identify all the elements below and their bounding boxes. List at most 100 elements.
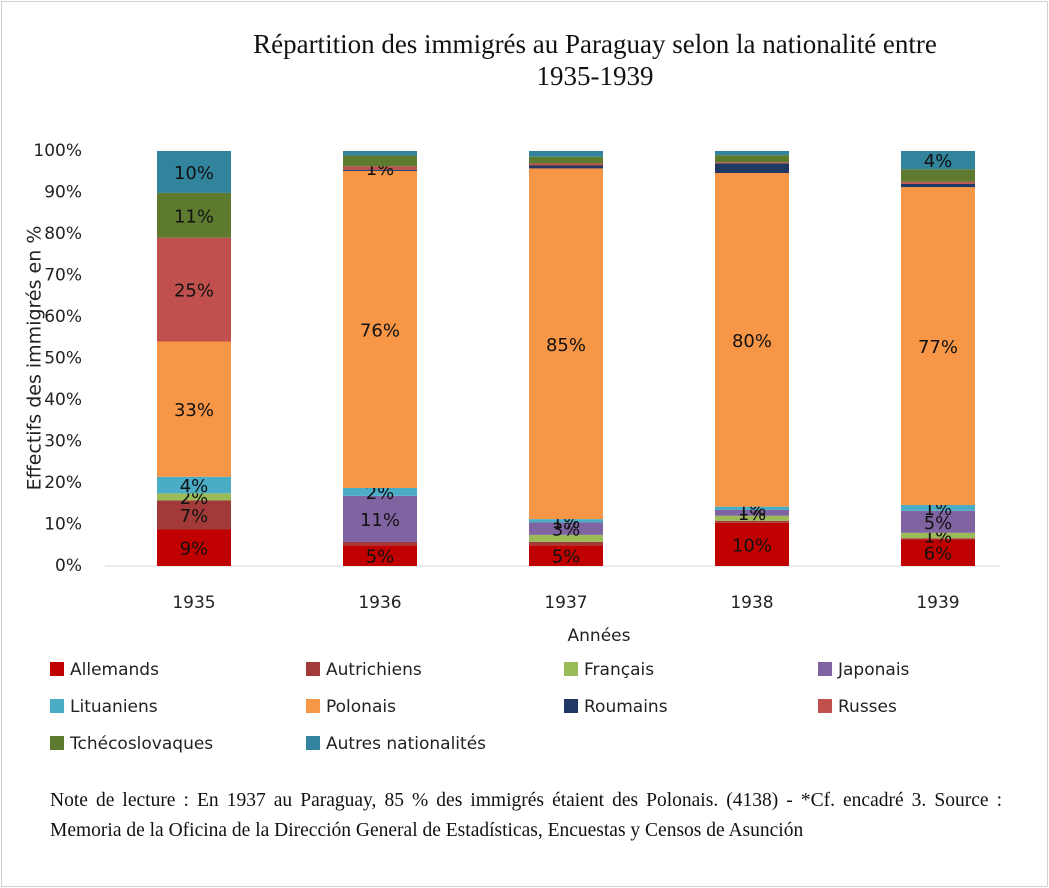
data-label: 11% [360, 510, 400, 531]
chart-title: Répartition des immigrés au Paraguay sel… [253, 29, 937, 91]
bar-segment [715, 163, 789, 173]
bar-segment [157, 529, 231, 566]
bar-segment [529, 163, 603, 166]
data-label: 2% [366, 483, 395, 504]
data-label: 7% [180, 506, 209, 527]
bar-segment [901, 510, 975, 533]
data-label: 3% [552, 520, 581, 541]
data-label: 77% [918, 337, 958, 358]
bar-segment [529, 151, 603, 157]
bar-segment [715, 522, 789, 566]
legend-label: Allemands [70, 660, 159, 680]
bar-segment [901, 504, 975, 511]
y-axis-label: Effectifs des immigrés en % [24, 226, 46, 491]
data-label: 76% [360, 320, 400, 341]
bar-segment [157, 237, 231, 342]
bar-segment [343, 545, 417, 566]
legend-label: Autrichiens [326, 660, 422, 680]
legend-label: Lituaniens [70, 697, 158, 717]
y-tick-label: 10% [44, 515, 82, 535]
legend-swatch [50, 699, 64, 713]
bar-segment [529, 156, 603, 164]
x-axis-label: Années [568, 626, 631, 646]
data-label: 4% [924, 151, 953, 172]
data-label: 5% [366, 547, 395, 568]
bar-segment [529, 168, 603, 520]
x-tick-label: 1938 [730, 593, 773, 613]
x-tick-label: 1937 [544, 593, 587, 613]
bar-segment [901, 181, 975, 184]
data-label: 85% [546, 335, 586, 356]
data-label: 5% [924, 513, 953, 534]
bar-segment [343, 170, 417, 488]
bar-segment [343, 169, 417, 171]
legend-swatch [50, 662, 64, 676]
bar-segment [715, 520, 789, 523]
bar-segment [715, 162, 789, 164]
data-label: 10% [174, 163, 214, 184]
bar-segment [901, 532, 975, 539]
y-tick-label: 30% [44, 432, 82, 452]
x-tick-label: 1936 [358, 593, 401, 613]
bar-segment [529, 545, 603, 566]
y-tick-label: 90% [44, 183, 82, 203]
bar-segment [157, 341, 231, 477]
legend-label: Tchécoslovaques [69, 734, 213, 754]
legend-swatch [564, 662, 578, 676]
bar-segment [529, 519, 603, 523]
y-tick-label: 50% [44, 349, 82, 369]
y-tick-label: 70% [44, 266, 82, 286]
x-tick-label: 1939 [916, 593, 959, 613]
bar-segment [715, 151, 789, 156]
bar-segment [901, 169, 975, 182]
y-tick-label: 40% [44, 390, 82, 410]
data-label: 10% [732, 535, 772, 556]
legend-label: Autres nationalités [326, 734, 486, 754]
bar-segment [529, 522, 603, 535]
bar-segment [529, 165, 603, 169]
legend-label: Roumains [584, 697, 668, 717]
bar-segment [715, 155, 789, 163]
data-label: 6% [924, 544, 953, 565]
note: Note de lecture : En 1937 au Paraguay, 8… [50, 790, 1002, 841]
legend-label: Russes [838, 697, 897, 717]
legend-label: Japonais [837, 660, 910, 680]
bar-segment [715, 506, 789, 510]
y-tick-label: 100% [33, 141, 82, 161]
bar-segment [529, 534, 603, 542]
legend-swatch [818, 699, 832, 713]
bar-segment [901, 539, 975, 566]
data-label: 11% [174, 206, 214, 227]
y-tick-label: 80% [44, 224, 82, 244]
bar-segment [901, 187, 975, 505]
bar-segment [343, 155, 417, 167]
legend-swatch [306, 699, 320, 713]
data-label: 33% [174, 400, 214, 421]
y-tick-label: 0% [55, 556, 82, 576]
bar-segment [343, 541, 417, 546]
bar-segment [901, 183, 975, 188]
data-label: 80% [732, 331, 772, 352]
data-label: 9% [180, 539, 209, 560]
bar-segment [343, 487, 417, 496]
bar-segment [157, 493, 231, 501]
bar-segment [715, 172, 789, 507]
data-label: 25% [174, 281, 214, 302]
legend-swatch [306, 736, 320, 750]
legend-label: Polonais [326, 697, 396, 717]
data-label: 5% [552, 547, 581, 568]
bar-segment [157, 476, 231, 494]
legend-swatch [564, 699, 578, 713]
legend-label: Français [584, 660, 654, 680]
bar-segment [157, 151, 231, 193]
bar-segment [715, 509, 789, 516]
legend-swatch [818, 662, 832, 676]
legend-swatch [306, 662, 320, 676]
bar-segment [715, 515, 789, 521]
bar-segment [901, 151, 975, 170]
legend-swatch [50, 736, 64, 750]
bar-segment [343, 495, 417, 542]
bar-segment [529, 541, 603, 546]
